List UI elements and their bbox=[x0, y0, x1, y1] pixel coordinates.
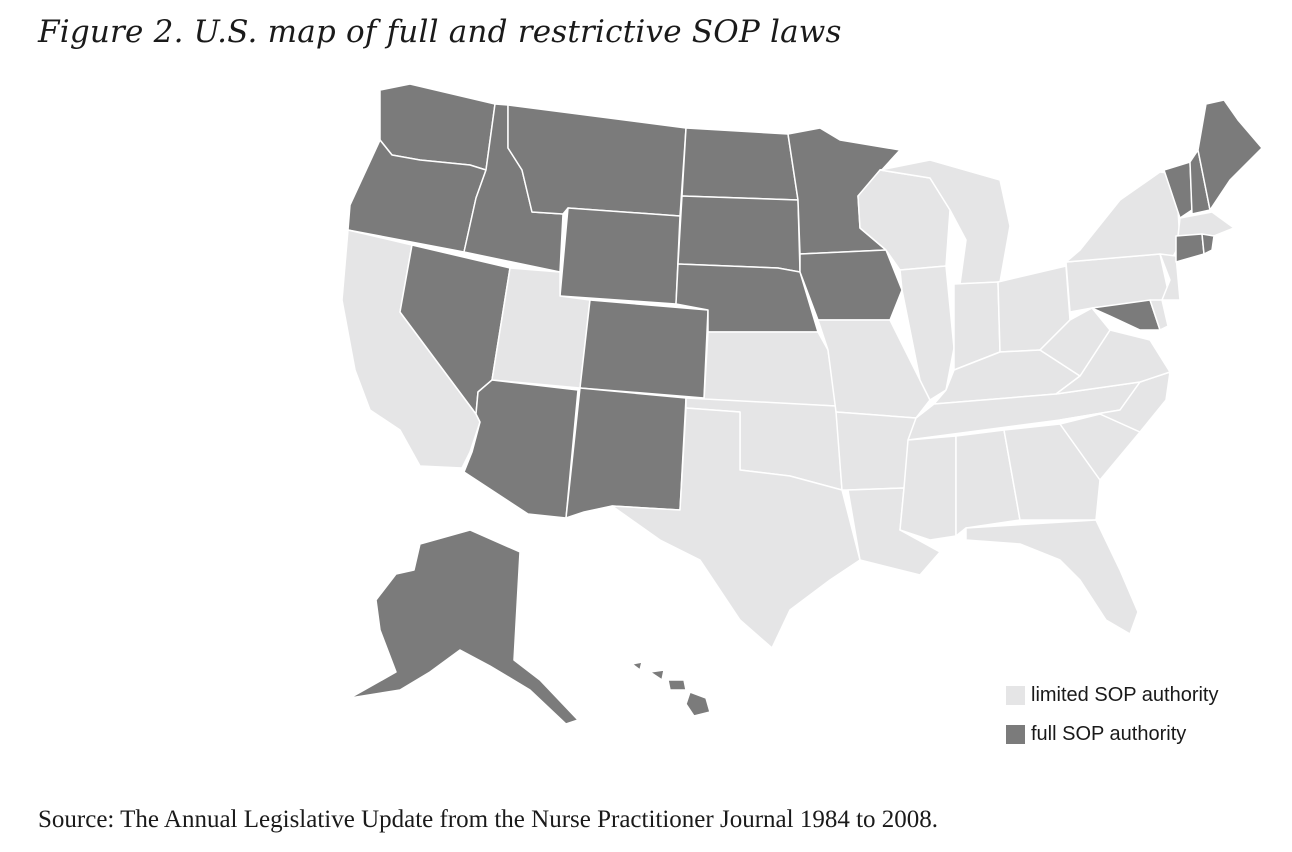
state-AR bbox=[835, 411, 917, 491]
legend: limited SOP authority full SOP authority bbox=[1006, 682, 1219, 760]
state-CO bbox=[579, 299, 709, 399]
state-MO bbox=[817, 319, 931, 419]
state-KS bbox=[703, 331, 837, 407]
state-ND bbox=[681, 127, 799, 201]
state-AK bbox=[349, 529, 579, 725]
state-NC bbox=[1059, 371, 1171, 433]
state-ME bbox=[1197, 99, 1263, 211]
state-NJ bbox=[1159, 253, 1181, 301]
figure-title: Figure 2. U.S. map of full and restricti… bbox=[38, 14, 842, 50]
state-HI bbox=[631, 661, 711, 717]
state-MA bbox=[1177, 211, 1235, 237]
state-GA bbox=[1003, 423, 1101, 521]
state-IA bbox=[799, 249, 903, 321]
state-CT bbox=[1175, 233, 1205, 263]
legend-label-full: full SOP authority bbox=[1031, 722, 1187, 745]
state-NY bbox=[1065, 171, 1181, 263]
state-RI bbox=[1201, 233, 1215, 255]
state-FL bbox=[965, 519, 1139, 635]
legend-label-limited: limited SOP authority bbox=[1031, 683, 1219, 706]
state-WV bbox=[1039, 307, 1111, 377]
source-note: Source: The Annual Legislative Update fr… bbox=[38, 806, 939, 833]
state-MT bbox=[507, 104, 687, 217]
state-IL bbox=[899, 265, 955, 401]
state-MS bbox=[899, 435, 957, 541]
legend-swatch-full bbox=[1006, 724, 1025, 744]
state-TX bbox=[611, 407, 861, 649]
legend-item-full: full SOP authority bbox=[1006, 721, 1219, 747]
legend-item-limited: limited SOP authority bbox=[1006, 682, 1219, 708]
state-NM bbox=[565, 387, 687, 519]
legend-swatch-limited bbox=[1006, 685, 1025, 705]
state-AL bbox=[955, 429, 1021, 537]
state-AZ bbox=[463, 379, 579, 519]
state-SD bbox=[677, 195, 801, 273]
state-WY bbox=[559, 207, 681, 305]
state-DE bbox=[1149, 299, 1169, 331]
state-MD bbox=[1091, 299, 1161, 331]
